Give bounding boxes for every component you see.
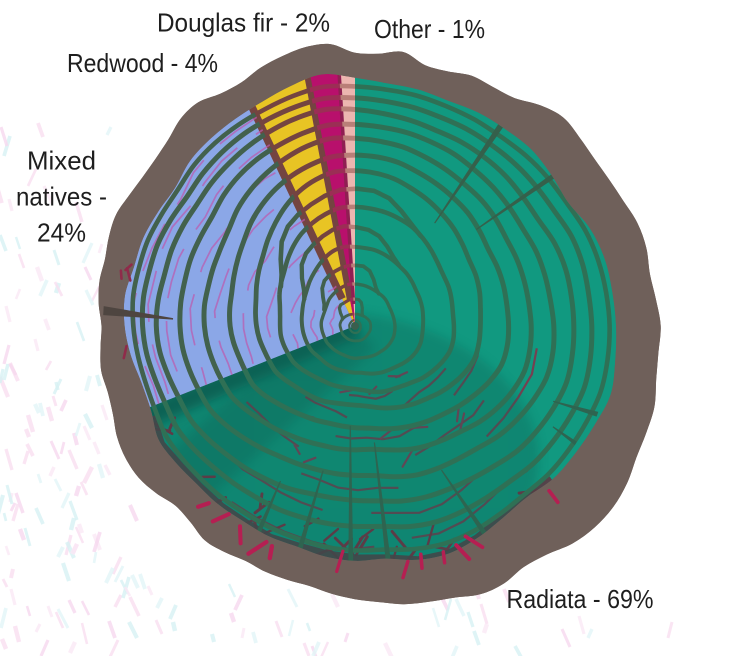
svg-text:Radiata - 69%: Radiata - 69%: [507, 584, 654, 614]
svg-text:24%: 24%: [37, 218, 86, 248]
svg-text:Redwood - 4%: Redwood - 4%: [67, 48, 218, 78]
svg-text:natives -: natives -: [16, 182, 107, 212]
svg-text:Douglas fir - 2%: Douglas fir - 2%: [157, 8, 330, 38]
svg-text:Mixed: Mixed: [27, 146, 96, 176]
svg-text:Other - 1%: Other - 1%: [374, 14, 485, 44]
